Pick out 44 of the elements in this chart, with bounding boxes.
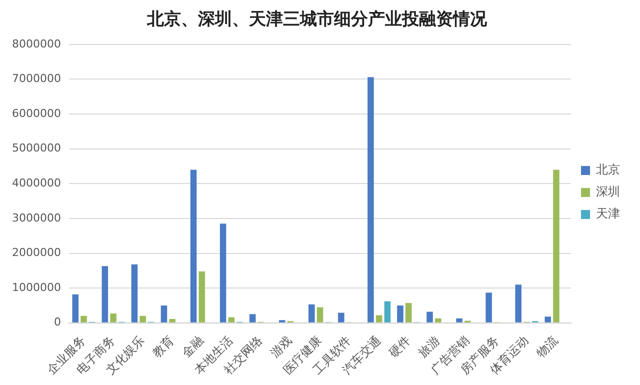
chart-title: 北京、深圳、天津三城市细分产业投融资情况: [146, 10, 488, 30]
x-tick-label: 物流: [534, 333, 561, 360]
bar: [405, 303, 412, 322]
bar: [228, 317, 235, 322]
bar: [308, 304, 315, 322]
y-tick-label: 8000000: [12, 37, 61, 50]
bar: [486, 292, 492, 322]
bar: [434, 318, 442, 322]
y-tick-label: 7000000: [12, 72, 61, 86]
bar: [131, 264, 138, 322]
bar: [80, 316, 87, 322]
bar: [553, 170, 560, 322]
bar: [249, 314, 256, 322]
bar: [515, 284, 522, 322]
bar: [384, 301, 391, 322]
legend-label: 天津: [596, 206, 620, 221]
bar: [190, 170, 197, 322]
bar: [169, 319, 176, 322]
bar: [426, 312, 433, 322]
x-tick-label: 硬件: [386, 333, 413, 360]
legend-label: 深圳: [596, 184, 620, 199]
bar: [72, 294, 79, 322]
y-tick-label: 2000000: [12, 246, 61, 260]
bar: [140, 316, 146, 322]
y-tick-label: 3000000: [12, 211, 61, 224]
bar: [316, 307, 324, 322]
y-tick-label: 4000000: [12, 176, 61, 190]
bar: [338, 312, 344, 322]
y-tick-label: 6000000: [12, 106, 61, 120]
bar: [102, 266, 108, 322]
bar: [198, 271, 206, 322]
bar: [397, 305, 404, 322]
y-tick-label: 0: [54, 316, 61, 329]
x-tick-label: 教育: [150, 333, 177, 360]
bar: [368, 77, 374, 322]
bar: [456, 318, 462, 322]
bar: [220, 224, 226, 322]
bar: [110, 313, 116, 322]
y-tick-label: 5000000: [12, 142, 61, 155]
bar: [376, 315, 382, 322]
y-tick-label: 1000000: [12, 280, 61, 294]
bar: [160, 305, 168, 322]
legend-label: 北京: [596, 162, 620, 177]
bar: [544, 316, 552, 322]
